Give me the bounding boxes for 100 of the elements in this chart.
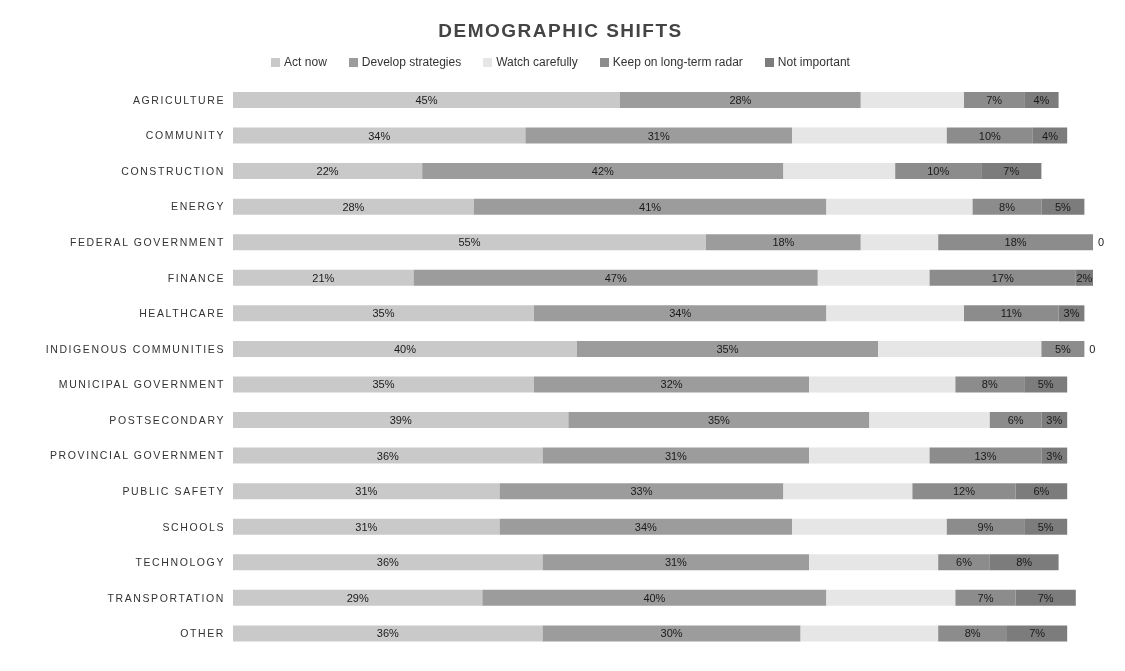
bar [577,340,878,357]
data-label: 29% [346,591,369,604]
data-label: 40% [393,342,417,355]
bar [946,518,1025,535]
bar [525,127,792,144]
data-label: 39% [389,414,412,427]
data-label: 36% [376,556,400,569]
y-tick-label: MUNICIPAL GOVERNMENT [58,378,225,391]
bar [964,91,1025,108]
data-label: 45% [415,93,438,106]
bar [860,91,964,108]
bar [534,376,810,393]
chart-title: DEMOGRAPHIC SHIFTS [437,19,684,43]
bar [826,589,956,606]
data-label: 34% [368,129,391,142]
bar [972,198,1042,215]
bar [929,447,1042,464]
data-label: 7% [986,93,1003,106]
bar [817,269,930,286]
data-label: 17% [991,271,1014,284]
data-label: 8% [964,627,981,640]
y-tick-label: SCHOOLS [162,520,225,533]
y-tick-label: TECHNOLOGY [135,556,225,569]
y-tick-label: PUBLIC SAFETY [122,484,225,497]
y-tick-label: POSTSECONDARY [109,413,225,426]
bar [895,163,982,180]
bar [706,234,861,251]
data-label: 47% [604,271,627,284]
legend-label: Not important [777,55,850,69]
bar [233,340,577,357]
bar [422,163,784,180]
bar [568,412,870,429]
data-label: 31% [647,129,670,142]
bar [912,483,1016,500]
bar [473,198,827,215]
data-label: 7% [977,591,994,604]
data-label: 5% [1037,378,1054,391]
bar [938,625,1007,642]
bar [1007,625,1068,642]
data-label: 6% [1033,485,1050,498]
bar [809,447,930,464]
bar [542,625,801,642]
data-label: 11% [1000,307,1023,320]
bar [792,127,947,144]
bar [233,269,414,286]
bar [233,554,543,571]
data-label: 33% [630,485,653,498]
data-label: 7% [1037,591,1054,604]
bar [233,234,706,251]
data-label: 10% [927,165,950,178]
data-label: 34% [669,307,692,320]
bar [233,483,500,500]
y-tick-label: ENERGY [171,200,225,213]
data-label: 30% [660,627,683,640]
data-label: 10% [978,129,1002,142]
legend-label: Keep on long-term radar [612,55,743,69]
bar [542,554,810,571]
data-label: 5% [1037,520,1054,533]
data-label: 6% [1007,414,1024,427]
data-label: 9% [977,520,994,533]
data-label: 31% [355,485,378,498]
y-tick-label: FINANCE [167,271,225,284]
bar [482,589,827,606]
bar [233,589,483,606]
bar [946,127,1033,144]
bar [233,376,534,393]
data-label: 21% [312,271,335,284]
data-label: 8% [999,200,1016,213]
data-label: 8% [1016,556,1033,569]
bar [964,305,1059,322]
legend-label: Act now [284,55,327,69]
data-label: 32% [660,378,683,391]
data-label: 31% [664,449,688,462]
data-label: 36% [376,449,400,462]
data-label: 7% [1029,627,1046,640]
data-label: 8% [981,378,998,391]
data-label: 35% [372,378,395,391]
data-label: 2% [1076,271,1093,284]
bar [413,269,818,286]
bar [809,376,956,393]
data-label: 4% [1033,93,1050,106]
bar [1015,589,1076,606]
data-label: 34% [634,520,658,533]
bar [233,127,526,144]
bar [233,198,474,215]
bar [809,554,939,571]
bar [955,376,1025,393]
bar [860,234,939,251]
data-label: 35% [716,342,739,355]
y-tick-label: HEALTHCARE [139,307,225,320]
bar [233,412,569,429]
y-tick-label: OTHER [180,627,225,640]
bar [499,518,792,535]
bar [989,554,1059,571]
legend-label: Develop strategies [361,55,462,69]
data-label: 42% [591,165,615,178]
data-label: 35% [707,414,731,427]
data-label: 28% [729,93,752,106]
bar [233,625,543,642]
data-label: 18% [1004,236,1027,249]
